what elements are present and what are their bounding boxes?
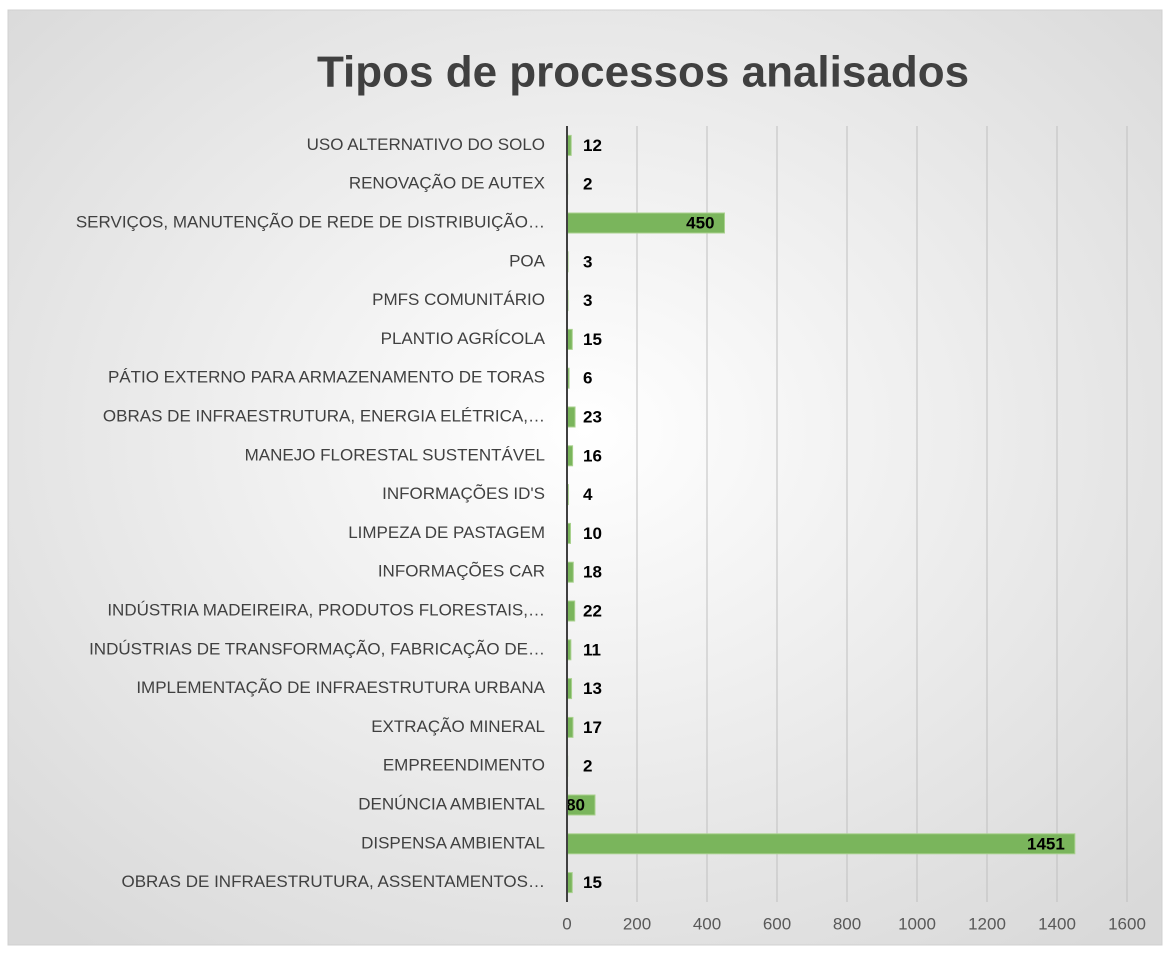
y-tick-label: EXTRAÇÃO MINERAL (371, 717, 545, 736)
data-label: 2 (583, 175, 592, 194)
x-tick-label: 1600 (1108, 914, 1146, 933)
data-label: 11 (583, 640, 601, 659)
y-tick-label: IMPLEMENTAÇÃO DE INFRAESTRUTURA URBANA (136, 678, 545, 697)
y-tick-label: DISPENSA AMBIENTAL (361, 833, 545, 852)
y-tick-label: INDÚSTRIAS DE TRANSFORMAÇÃO, FABRICAÇÃO … (89, 639, 545, 658)
data-label: 23 (583, 407, 602, 426)
y-tick-label: LIMPEZA DE PASTAGEM (348, 523, 545, 542)
y-tick-label: PÁTIO EXTERNO PARA ARMAZENAMENTO DE TORA… (108, 368, 545, 387)
x-tick-label: 1200 (968, 914, 1006, 933)
data-label: 4 (583, 485, 593, 504)
x-tick-label: 0 (562, 914, 571, 933)
y-tick-label: OBRAS DE INFRAESTRUTURA, ASSENTAMENTOS… (122, 872, 546, 891)
chart-title: Tipos de processos analisados (317, 48, 969, 97)
x-tick-label: 800 (833, 914, 861, 933)
data-label: 10 (583, 524, 602, 543)
y-tick-label: SERVIÇOS, MANUTENÇÃO DE REDE DE DISTRIBU… (76, 212, 545, 231)
y-tick-label: MANEJO FLORESTAL SUSTENTÁVEL (245, 445, 545, 464)
data-label: 13 (583, 679, 602, 698)
x-tick-label: 200 (623, 914, 651, 933)
data-label: 15 (583, 330, 602, 349)
data-label: 16 (583, 446, 602, 465)
y-tick-label: RENOVAÇÃO DE AUTEX (349, 174, 545, 193)
data-label: 2 (583, 757, 592, 776)
bar (566, 600, 576, 622)
data-label: 6 (583, 369, 592, 388)
y-tick-label: PMFS COMUNITÁRIO (372, 290, 545, 309)
data-label: 1451 (1027, 834, 1065, 853)
x-tick-label: 400 (693, 914, 721, 933)
x-tick-label: 1400 (1038, 914, 1076, 933)
y-tick-label: POA (509, 251, 546, 270)
y-tick-label: OBRAS DE INFRAESTRUTURA, ENERGIA ELÉTRIC… (103, 406, 545, 425)
y-tick-label: EMPREENDIMENTO (383, 756, 545, 775)
y-tick-label: USO ALTERNATIVO DO SOLO (307, 135, 545, 154)
x-tick-label: 600 (763, 914, 791, 933)
y-tick-label: INFORMAÇÕES ID'S (382, 484, 545, 503)
y-tick-label: INFORMAÇÕES CAR (378, 562, 545, 581)
bar (566, 833, 1076, 855)
data-label: 450 (686, 213, 714, 232)
data-label: 15 (583, 873, 602, 892)
data-label: 3 (583, 252, 592, 271)
y-tick-label: DENÚNCIA AMBIENTAL (358, 794, 545, 813)
data-label: 18 (583, 563, 602, 582)
data-label: 12 (583, 136, 602, 155)
y-tick-label: INDÚSTRIA MADEIREIRA, PRODUTOS FLORESTAI… (107, 600, 545, 619)
x-tick-label: 1000 (898, 914, 936, 933)
data-label: 17 (583, 718, 602, 737)
data-label: 80 (566, 795, 585, 814)
chart-background (7, 9, 1163, 946)
bar (566, 406, 576, 428)
y-tick-label: PLANTIO AGRÍCOLA (381, 329, 546, 348)
data-label: 3 (583, 291, 592, 310)
data-label: 22 (583, 601, 602, 620)
